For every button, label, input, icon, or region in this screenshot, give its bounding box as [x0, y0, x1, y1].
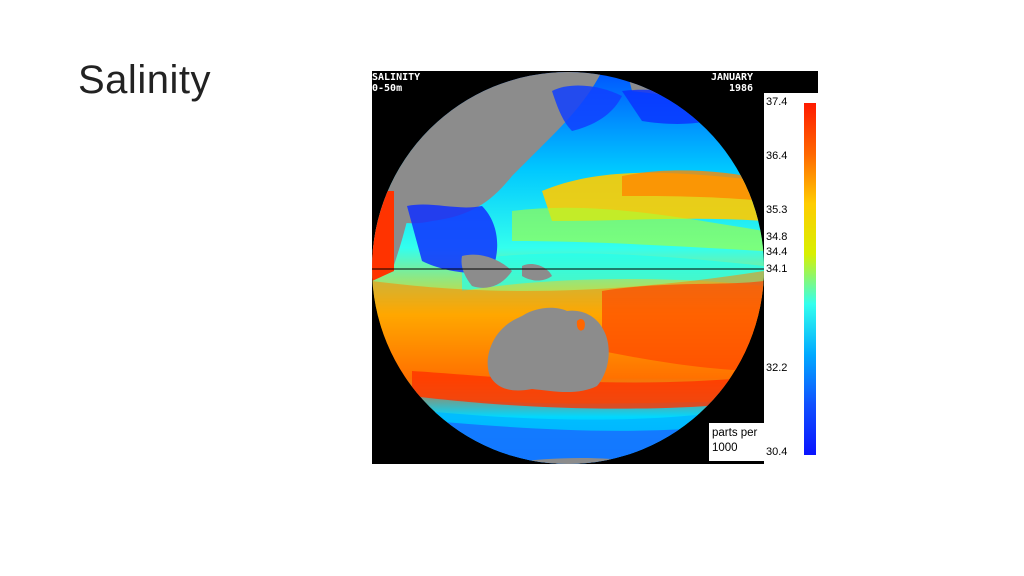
tick-label: 37.4	[766, 96, 788, 108]
units-line-2: 1000	[712, 442, 738, 454]
tick-label: 34.1	[766, 263, 788, 275]
globe-map	[372, 72, 764, 464]
tick-label: 36.4	[766, 150, 788, 162]
tick-label: 35.3	[766, 204, 788, 216]
units-label-box: parts per 1000	[709, 423, 765, 461]
colorbar	[804, 103, 816, 455]
color-legend: 37.4 36.4 35.3 34.8 34.4 34.1 32.2 30.4	[764, 93, 818, 464]
units-label: parts per 1000	[712, 426, 767, 456]
salinity-map-figure: SALINITY 0-50m JANUARY 1986 37.4 36.4 35…	[372, 71, 818, 464]
tick-label: 30.4	[766, 446, 788, 458]
depth-label: 0-50m	[372, 83, 403, 94]
map-header-right: JANUARY 1986	[707, 72, 753, 94]
year-label: 1986	[729, 83, 754, 94]
units-line-1: parts per	[712, 427, 758, 439]
variable-label: SALINITY	[372, 72, 421, 83]
slide-title: Salinity	[78, 58, 211, 102]
month-label: JANUARY	[710, 72, 754, 83]
tick-label: 34.8	[766, 231, 788, 243]
tick-label: 34.4	[766, 246, 788, 258]
map-header-left: SALINITY 0-50m	[372, 72, 420, 94]
tick-label: 32.2	[766, 362, 788, 374]
